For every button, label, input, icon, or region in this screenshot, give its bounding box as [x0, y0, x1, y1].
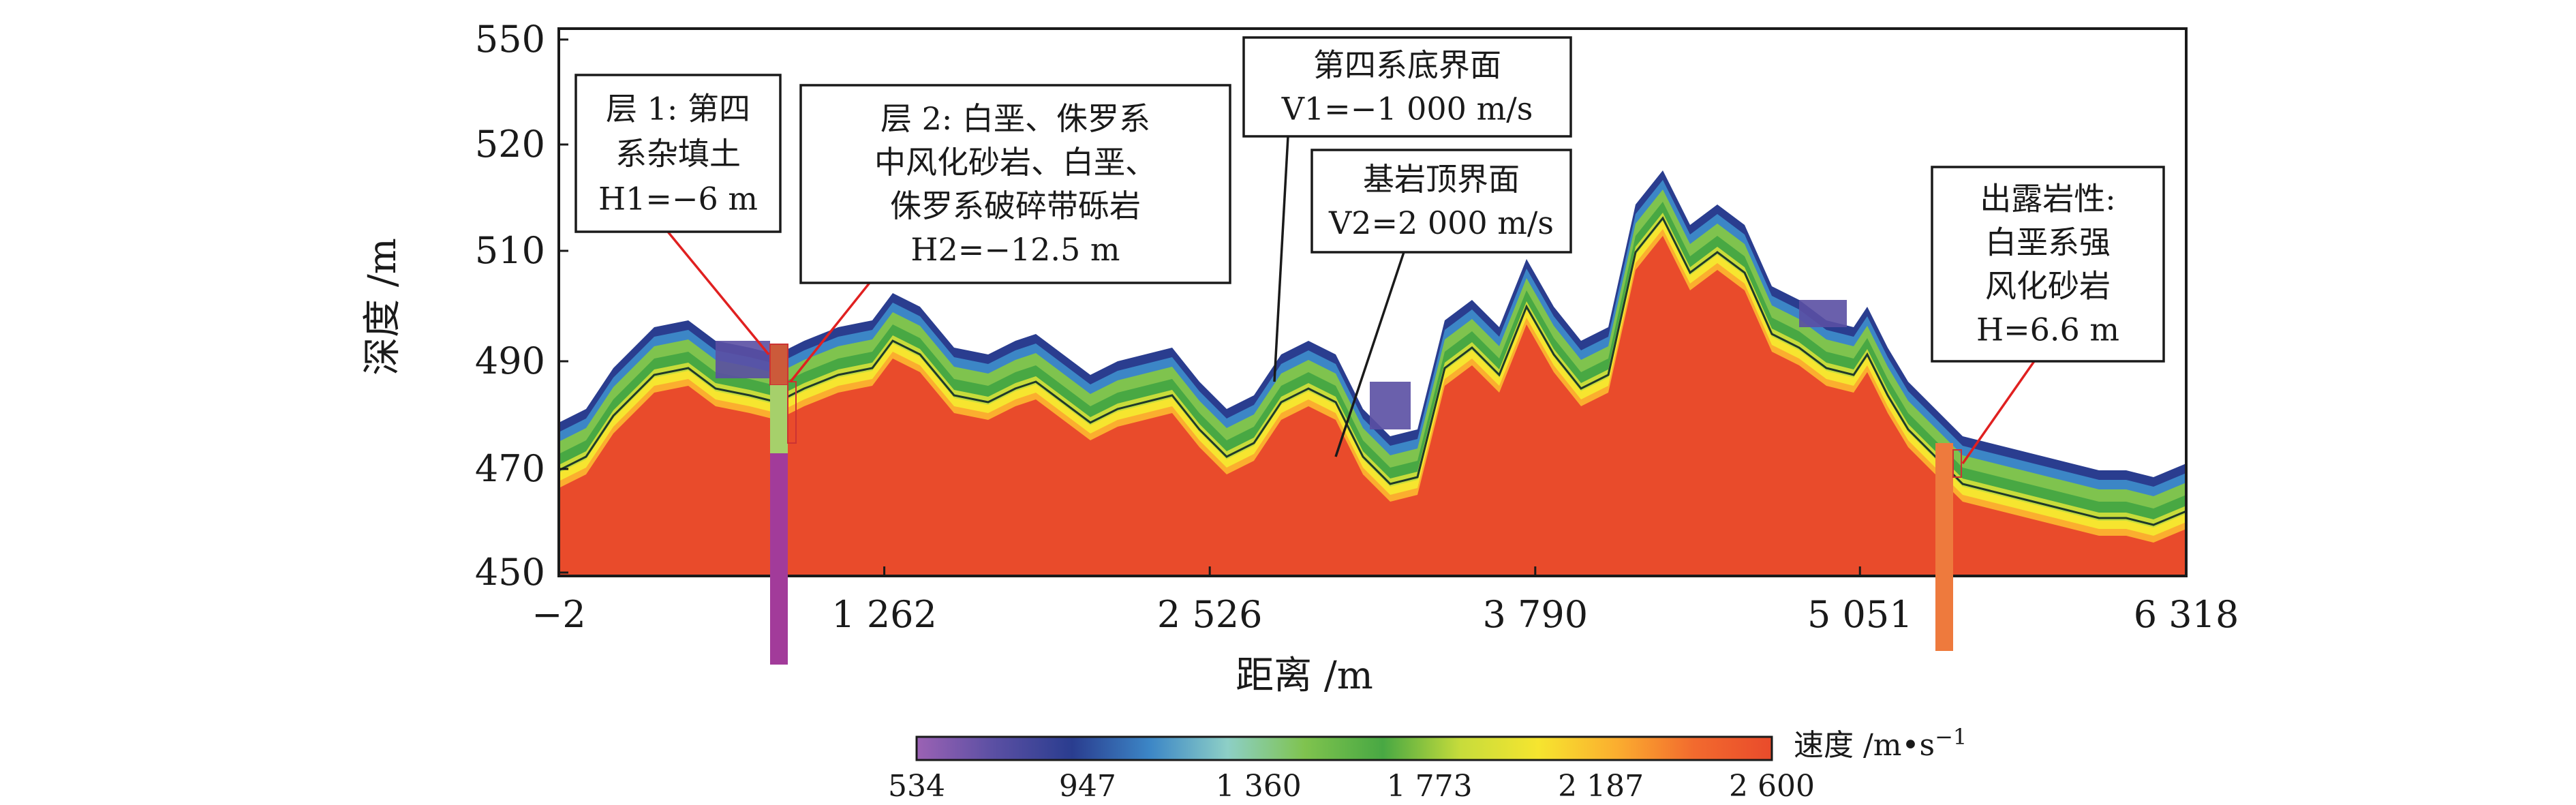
leader-layer-1 [666, 230, 770, 356]
callout-box [799, 84, 1231, 284]
callout-line: 层 2: 白垩、侏罗系 [880, 100, 1150, 137]
y-axis-label: 深度 /m [361, 238, 405, 376]
y-axis-ticks: 550 520 510 490 470 450 [475, 18, 568, 594]
x-tick-label: 5 051 [1807, 593, 1913, 636]
high-velocity-body [559, 236, 2186, 576]
borehole-1-base [770, 453, 788, 665]
callout-line: 系杂填土 [615, 136, 741, 172]
colorbar-ticks: 534 947 1 360 1 773 2 187 2 600 [888, 769, 1815, 804]
callout-line: H=6.6 m [1976, 312, 2119, 348]
x-tick-label: 3 790 [1483, 593, 1589, 636]
x-tick-label: 6 318 [2134, 593, 2239, 636]
x-tick-label: −2 [532, 593, 586, 636]
leader-bedrock-top [1334, 252, 1405, 457]
callout-line: H1=−6 m [598, 181, 758, 217]
borehole-1-top [769, 344, 788, 386]
callout-line: 基岩顶界面 [1363, 161, 1520, 198]
leader-layer-2 [789, 278, 874, 383]
y-tick-label: 470 [475, 447, 545, 490]
callout-leaders [666, 136, 2036, 465]
colorbar-label: 速度 /m•s−1 [1794, 724, 1967, 763]
velocity-heatmap [559, 170, 2186, 576]
low-velocity-pocket [1799, 300, 1847, 327]
borehole-columns [769, 344, 1962, 665]
borehole-1-mid [770, 385, 788, 453]
y-tick-label: 510 [475, 229, 545, 272]
x-axis-ticks: −2 1 262 2 526 3 790 5 051 6 318 [532, 566, 2239, 636]
callout-line: 白垩系强 [1985, 224, 2111, 261]
callout-line: 风化砂岩 [1985, 268, 2111, 305]
colorbar-tick-label: 947 [1059, 769, 1116, 804]
colorbar-tick-label: 1 360 [1216, 769, 1302, 804]
colorbar-tick-label: 2 187 [1558, 769, 1644, 804]
y-tick-label: 450 [475, 551, 545, 594]
x-tick-label: 1 262 [831, 593, 937, 636]
callout-bedrock-top: 基岩顶界面 V2=2 000 m/s [1310, 149, 1572, 254]
leader-quaternary-base [1273, 136, 1289, 382]
callout-box [1310, 149, 1572, 254]
callout-box [574, 74, 782, 233]
x-tick-label: 2 526 [1157, 593, 1263, 636]
y-tick-label: 490 [475, 339, 545, 382]
colorbar-tick-label: 2 600 [1729, 769, 1815, 804]
callout-line: 中风化砂岩、白垩、 [874, 144, 1156, 181]
callout-box [1931, 166, 2165, 363]
borehole-2 [1935, 443, 1953, 651]
colorbar-label-superscript: −1 [1935, 724, 1967, 750]
y-tick-label: 520 [475, 123, 545, 166]
callout-line: 出露岩性: [1980, 181, 2116, 217]
callout-quaternary-base: 第四系底界面 V1=−1 000 m/s [1242, 36, 1572, 138]
borehole-2-marker [1952, 449, 1962, 478]
callout-line: H2=−12.5 m [910, 231, 1120, 268]
callout-line: V2=2 000 m/s [1328, 204, 1554, 241]
colorbar [915, 735, 1773, 761]
leader-outcrop [1961, 360, 2036, 465]
callout-box [1242, 36, 1572, 138]
plot-frame [557, 27, 2188, 577]
callout-line: 侏罗系破碎带砾岩 [890, 187, 1141, 224]
low-velocity-pocket [1370, 382, 1411, 429]
colorbar-tick-label: 534 [888, 769, 945, 804]
low-velocity-pocket [716, 341, 770, 378]
interface-line [559, 216, 2186, 526]
colorbar-tick-label: 1 773 [1387, 769, 1473, 804]
callout-line: 层 1: 第四 [606, 91, 750, 127]
callout-line: 第四系底界面 [1313, 47, 1501, 84]
x-axis-label: 距离 /m [1236, 654, 1373, 698]
callout-line: V1=−1 000 m/s [1281, 91, 1533, 127]
y-tick-label: 550 [475, 18, 545, 61]
